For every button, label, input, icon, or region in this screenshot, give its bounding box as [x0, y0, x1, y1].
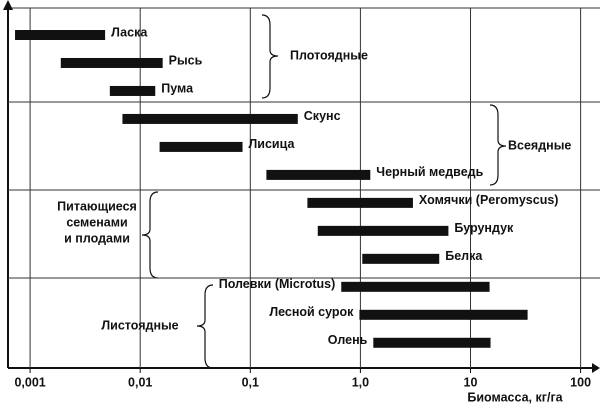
bar-label: Пума — [161, 81, 194, 95]
range-bar — [109, 85, 156, 96]
bar-label: Ласка — [111, 25, 148, 39]
range-bar — [122, 113, 298, 124]
x-axis-arrow — [592, 363, 600, 373]
range-bar — [15, 30, 106, 40]
bar-label: Олень — [328, 333, 368, 347]
bar-label: Бурундук — [454, 221, 514, 235]
group-label: Плотоядные — [290, 48, 368, 62]
x-tick-label: 0,001 — [14, 375, 45, 389]
bracket — [196, 284, 214, 369]
x-axis-label: Биомасса, кг/га — [467, 390, 563, 404]
range-bar — [307, 197, 413, 208]
x-tick-label: 0,1 — [242, 375, 259, 389]
range-bar — [266, 169, 371, 180]
range-bar — [60, 57, 163, 68]
bracket — [261, 14, 279, 99]
group-label: Листоядные — [101, 318, 178, 332]
group-label: и плодами — [64, 231, 130, 245]
group-label: Всеядные — [508, 138, 571, 152]
x-tick-label: 10 — [464, 375, 478, 389]
bar-label: Хомячки (Peromyscus) — [419, 193, 559, 207]
bar-label: Рысь — [169, 53, 203, 67]
bar-label: Полевки (Microtus) — [219, 277, 336, 291]
bar-label: Лисица — [249, 137, 296, 151]
range-bar — [159, 141, 243, 152]
bar-label: Лесной сурок — [269, 305, 354, 319]
range-bar — [341, 281, 490, 292]
bracket — [489, 104, 507, 186]
x-tick-label: 0,01 — [128, 375, 152, 389]
range-bar — [317, 225, 449, 236]
range-bar — [359, 309, 528, 320]
group-label: Питающиеся — [57, 199, 137, 213]
x-tick-label: 100 — [570, 375, 591, 389]
y-axis-arrow — [3, 0, 13, 10]
group-label: семенами — [66, 215, 127, 229]
x-tick-label: 1,0 — [352, 375, 369, 389]
bar-label: Белка — [445, 249, 483, 263]
bracket — [141, 191, 159, 279]
range-bar — [373, 337, 491, 348]
range-bar — [362, 253, 440, 264]
bar-label: Черный медведь — [376, 165, 483, 179]
bar-label: Скунс — [304, 109, 341, 123]
